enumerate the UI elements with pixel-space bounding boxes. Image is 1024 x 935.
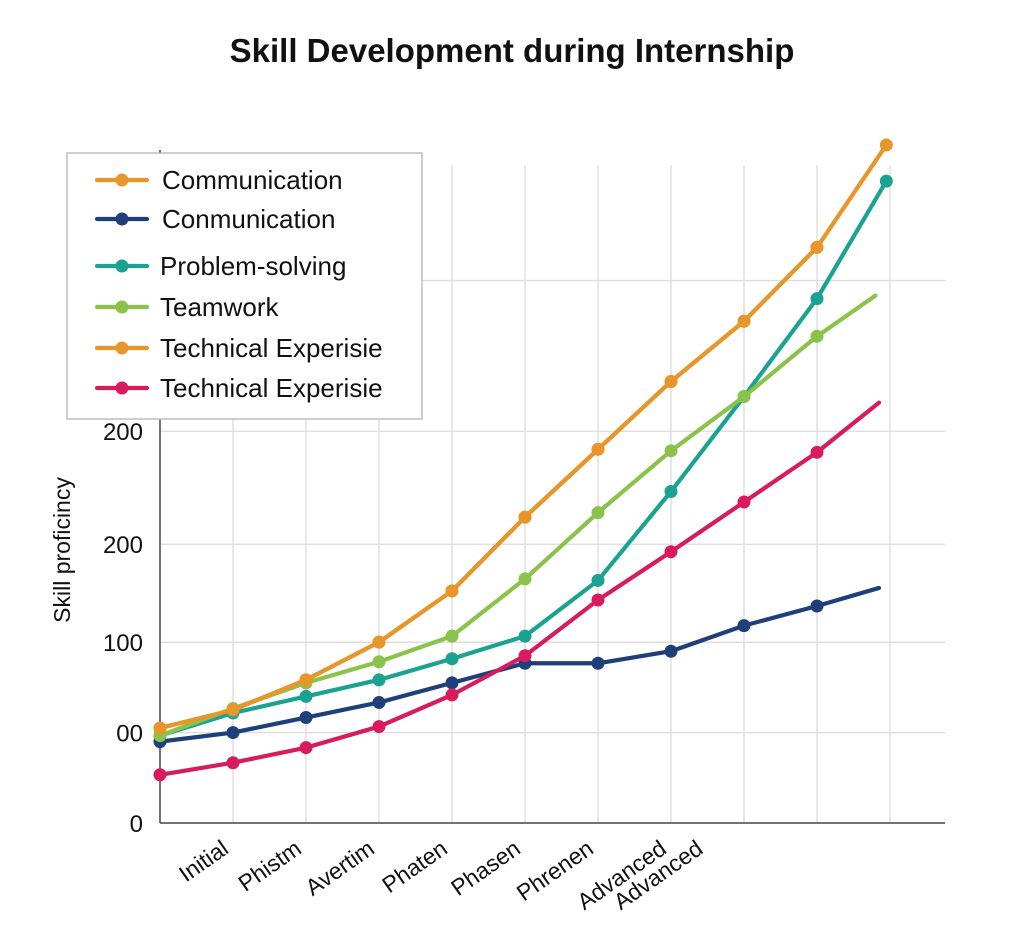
y-tick-label: 200 [103, 419, 143, 446]
data-point [226, 756, 240, 770]
data-point [879, 174, 893, 188]
data-point [445, 629, 459, 643]
data-point [299, 689, 313, 703]
data-point [226, 726, 240, 740]
data-point [664, 545, 678, 559]
y-tick-label: 00 [116, 721, 143, 748]
data-point [518, 510, 532, 524]
legend-item: Teamwork [94, 292, 279, 322]
data-point [518, 629, 532, 643]
data-point [591, 506, 605, 520]
data-point [372, 655, 386, 669]
data-point [664, 644, 678, 658]
legend-label: Problem-solving [160, 251, 346, 281]
legend-swatch-marker [115, 381, 129, 395]
data-point [810, 445, 824, 459]
data-point [810, 240, 824, 254]
data-point [664, 444, 678, 458]
data-point [372, 673, 386, 687]
data-point [153, 768, 167, 782]
data-point [591, 573, 605, 587]
data-point [445, 676, 459, 690]
data-point [299, 673, 313, 687]
data-point [810, 292, 824, 306]
y-tick-label: 0 [130, 811, 143, 838]
legend-swatch-marker [115, 300, 129, 314]
legend-swatch-marker [115, 173, 129, 187]
data-point [299, 741, 313, 755]
data-point [810, 329, 824, 343]
y-tick-label: 100 [103, 630, 143, 657]
series-5 [153, 400, 882, 782]
series [153, 138, 893, 782]
legend-item: Technical Experisie [94, 333, 383, 363]
data-point [591, 593, 605, 607]
data-point [372, 720, 386, 734]
data-point [664, 375, 678, 389]
series-line [157, 400, 882, 777]
legend-item: Communication [94, 165, 343, 195]
x-tick-label: Initial [174, 835, 233, 887]
data-point [664, 485, 678, 498]
legend-swatch-marker [115, 341, 129, 355]
legend-label: Communication [162, 165, 343, 195]
data-point [299, 711, 313, 725]
series-4 [153, 138, 893, 735]
data-point [737, 619, 751, 633]
legend-label: Teamwork [160, 292, 279, 322]
x-tick-label: Phasen [446, 835, 525, 901]
data-point [445, 652, 459, 666]
x-tick-label: Avertim [300, 835, 378, 901]
y-axis-label: Skill proficincy [49, 477, 75, 623]
data-point [445, 688, 459, 702]
x-ticks: Initial PhistmAvertimPhatenPhasenPhrenenA… [174, 835, 707, 915]
data-point [518, 572, 532, 586]
chart-title: Skill Development during Internship [230, 32, 795, 69]
x-tick-label: Phaten [377, 835, 452, 898]
legend-item: Technical Experisie [94, 373, 383, 403]
data-point [591, 442, 605, 456]
legend-item: Problem-solving [94, 251, 346, 281]
data-point [226, 703, 240, 717]
data-point [518, 649, 532, 663]
data-point [737, 390, 751, 404]
legend-label: Conmunication [162, 204, 335, 234]
legend-box [66, 152, 423, 420]
legend-swatch-marker [115, 259, 129, 273]
legend-label: Technical Experisie [160, 333, 383, 363]
legend: Communication Conmunication Problem-solvin… [66, 152, 423, 420]
legend-item: Conmunication [94, 204, 335, 234]
data-point [810, 599, 824, 613]
x-tick-label: Phistm [233, 835, 305, 897]
data-point [372, 695, 386, 709]
data-point [591, 656, 605, 670]
data-point [372, 635, 386, 649]
legend-swatch-marker [115, 212, 129, 226]
data-point [737, 314, 751, 328]
data-point [153, 721, 167, 735]
grid [160, 165, 945, 823]
data-point [445, 584, 459, 598]
y-tick-label: 200 [103, 532, 143, 559]
legend-label: Technical Experisie [160, 373, 383, 403]
data-point [737, 495, 751, 509]
data-point [879, 138, 893, 152]
series-1 [153, 585, 882, 749]
